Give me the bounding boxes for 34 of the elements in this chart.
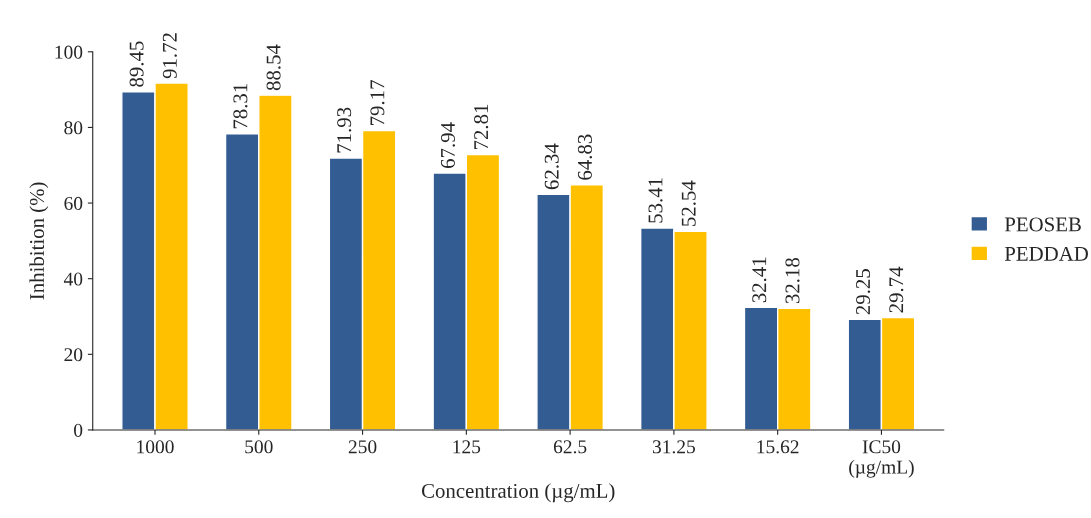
data-label: 91.72 — [162, 33, 177, 79]
legend-label: PEDDAD — [1004, 246, 1088, 261]
y-tick-label: 40 — [63, 272, 83, 286]
x-tick-label: 31.25 — [652, 440, 696, 454]
data-label: 64.83 — [577, 134, 593, 180]
y-tick-label: 20 — [64, 348, 83, 362]
data-label: 79.17 — [370, 80, 385, 126]
data-label: 32.18 — [785, 258, 800, 304]
data-label: 78.31 — [233, 84, 248, 129]
data-label: 67.94 — [440, 122, 456, 168]
x-tick-label: 125 — [453, 440, 481, 454]
data-label: 29.25 — [856, 269, 871, 315]
data-label: 72.81 — [474, 104, 489, 150]
data-label: 32.41 — [752, 257, 767, 303]
x-tick-label: 62.5 — [553, 440, 587, 454]
legend-label: PEOSEB — [1004, 217, 1081, 232]
y-tick-label: 0 — [74, 423, 83, 437]
data-label: 62.34 — [544, 143, 559, 190]
y-axis-title: Inhibition (%) — [29, 182, 49, 300]
x-axis-title: Concentration (µg/mL) — [421, 483, 615, 503]
x-tick-label: 15.62 — [757, 440, 799, 454]
x-tick-label: 1000 — [137, 440, 174, 454]
data-label: 52.54 — [681, 180, 696, 226]
data-label: 29.74 — [889, 266, 904, 313]
data-label: 53.41 — [648, 178, 663, 223]
y-tick-label: 60 — [64, 196, 83, 210]
y-tick-label: 80 — [64, 121, 83, 135]
y-tick-label: 100 — [55, 45, 83, 59]
x-tick-label: IC50 (µg/mL) — [849, 440, 914, 478]
x-tick-label: 500 — [245, 440, 273, 454]
x-tick-label: 250 — [348, 440, 377, 454]
data-label: 89.45 — [129, 41, 144, 87]
data-label: 71.93 — [337, 107, 352, 153]
data-label: 88.54 — [266, 44, 281, 91]
